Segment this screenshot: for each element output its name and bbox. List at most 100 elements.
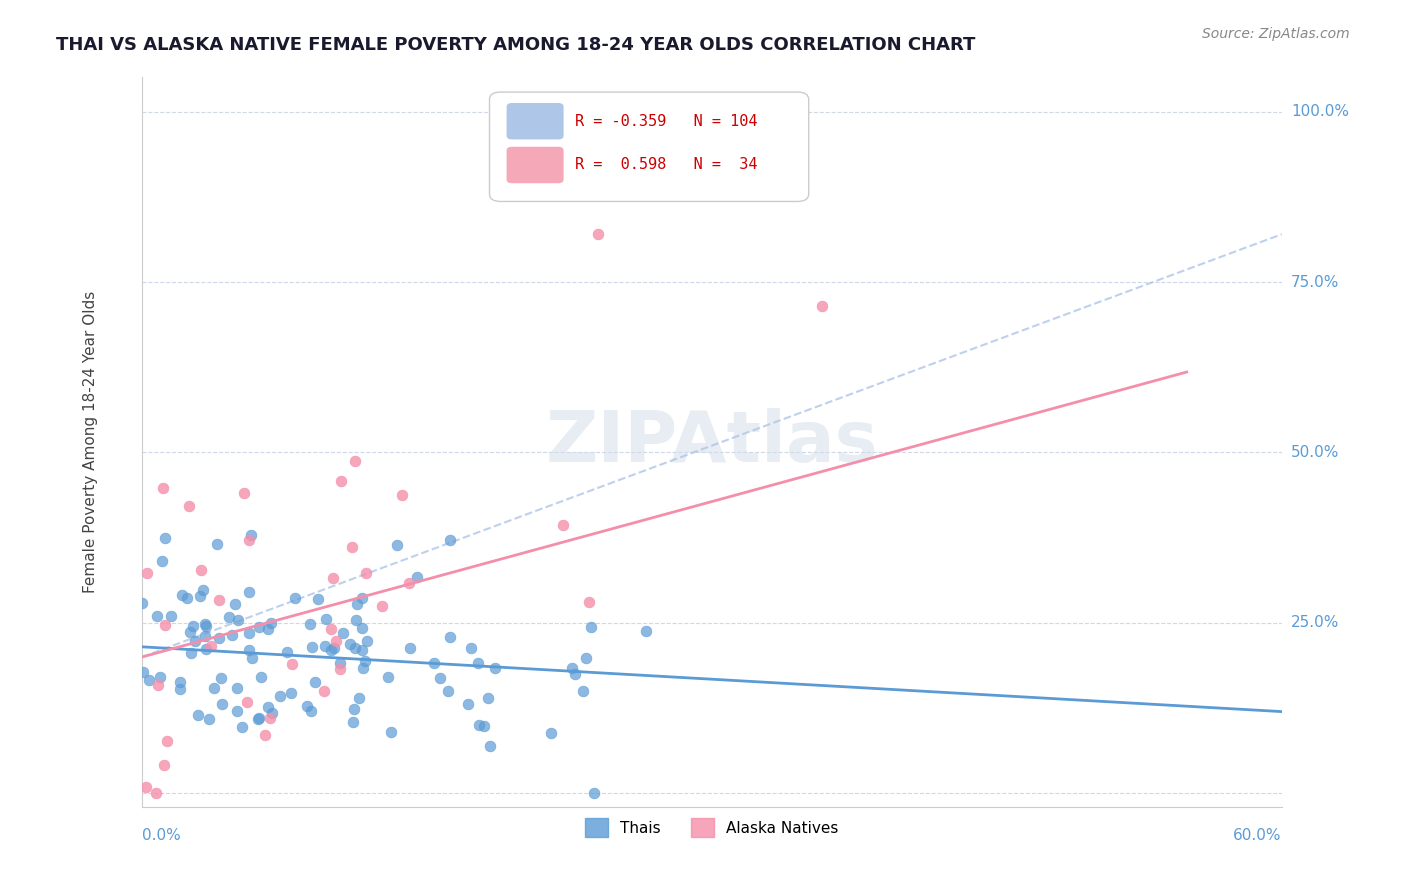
Point (484, 661, 506, 675)
Point (332, 625, 354, 640)
Text: Source: ZipAtlas.com: Source: ZipAtlas.com (1202, 27, 1350, 41)
Text: R =  0.598   N =  34: R = 0.598 N = 34 (575, 158, 758, 172)
Point (150, 554, 173, 568)
Point (321, 643, 343, 657)
Point (343, 454, 366, 468)
Point (194, 629, 217, 643)
Point (477, 691, 499, 706)
Point (153, 617, 176, 632)
Point (249, 670, 271, 684)
Point (460, 641, 482, 656)
Point (187, 708, 209, 723)
Point (208, 592, 231, 607)
Point (322, 641, 344, 656)
Text: ZIPAtlas: ZIPAtlas (546, 408, 879, 476)
Point (405, 570, 427, 584)
Point (238, 533, 260, 547)
Point (304, 675, 326, 690)
Point (356, 566, 378, 581)
Point (221, 628, 243, 642)
Point (437, 683, 460, 698)
Point (224, 597, 246, 611)
Point (254, 728, 277, 742)
Point (329, 656, 352, 670)
Point (247, 712, 270, 726)
Point (399, 640, 422, 655)
Point (474, 718, 496, 732)
Point (340, 540, 363, 554)
Point (153, 757, 176, 772)
Point (586, 227, 609, 242)
Point (344, 613, 367, 627)
Point (299, 617, 322, 632)
Point (202, 681, 225, 696)
Legend: Thais, Alaska Natives: Thais, Alaska Natives (579, 813, 845, 843)
Point (208, 632, 231, 646)
Point (329, 662, 352, 676)
Point (575, 651, 598, 665)
Point (238, 643, 260, 657)
Point (377, 670, 399, 684)
Point (582, 786, 605, 800)
Point (325, 633, 347, 648)
Point (156, 733, 179, 747)
Point (380, 725, 402, 739)
Point (259, 711, 281, 725)
Point (138, 673, 160, 687)
Point (322, 571, 344, 585)
Point (342, 715, 364, 730)
Point (478, 739, 501, 753)
Point (146, 609, 169, 624)
Point (564, 667, 586, 681)
Point (561, 661, 583, 675)
Point (551, 518, 574, 533)
Point (225, 704, 247, 718)
Point (307, 591, 329, 606)
Point (540, 726, 562, 740)
Point (247, 711, 270, 725)
Point (811, 299, 834, 313)
Text: Female Poverty Among 18-24 Year Olds: Female Poverty Among 18-24 Year Olds (83, 291, 98, 593)
Point (146, 678, 169, 692)
Point (131, 596, 153, 610)
Point (176, 591, 198, 605)
Point (149, 670, 172, 684)
Point (194, 616, 217, 631)
FancyBboxPatch shape (506, 147, 564, 183)
Point (344, 641, 367, 656)
Point (238, 585, 260, 599)
Point (314, 640, 336, 654)
Point (135, 780, 157, 794)
Point (231, 720, 253, 734)
Point (177, 499, 200, 513)
Point (155, 531, 177, 545)
Point (194, 642, 217, 657)
Point (228, 613, 250, 627)
Point (295, 698, 318, 713)
Point (269, 690, 291, 704)
Text: 60.0%: 60.0% (1233, 828, 1282, 843)
Point (260, 615, 283, 630)
Point (260, 706, 283, 720)
Point (152, 481, 174, 495)
Point (423, 656, 446, 670)
Point (385, 537, 408, 551)
Point (468, 718, 491, 732)
Point (319, 622, 342, 636)
Point (136, 566, 159, 581)
Point (184, 634, 207, 648)
Point (347, 691, 370, 706)
Point (169, 674, 191, 689)
Point (301, 640, 323, 655)
Point (211, 698, 233, 712)
Point (218, 609, 240, 624)
Text: 50.0%: 50.0% (1291, 445, 1340, 460)
Point (339, 637, 361, 651)
Text: 75.0%: 75.0% (1291, 275, 1340, 290)
Point (352, 591, 374, 605)
Point (226, 681, 249, 695)
FancyBboxPatch shape (489, 92, 808, 202)
Point (240, 651, 263, 665)
Point (572, 684, 595, 698)
Point (439, 533, 461, 547)
